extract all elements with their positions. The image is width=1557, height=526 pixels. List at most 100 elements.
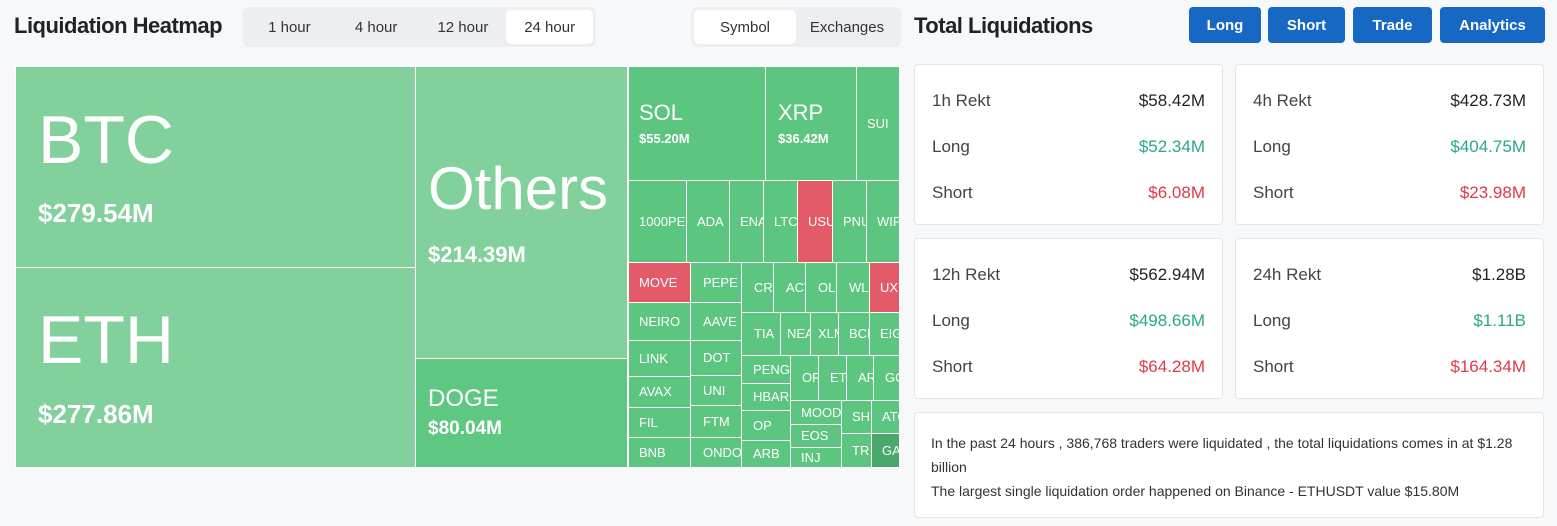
heatmap-tile[interactable]: ENA — [729, 180, 764, 263]
tile-label: FIL — [639, 414, 658, 430]
heatmap-tile[interactable]: EOS — [790, 424, 842, 448]
tile-label: GA — [882, 442, 900, 458]
heatmap-tile[interactable]: OP — [741, 410, 791, 441]
time-tab[interactable]: 4 hour — [354, 18, 398, 36]
heatmap-tile[interactable]: BCH — [838, 312, 870, 356]
heatmap-tile[interactable]: PNU — [832, 180, 867, 263]
heatmap-tile[interactable]: LTC — [763, 180, 798, 263]
tile-label: BCH — [849, 326, 869, 342]
card-row: 12h Rekt $562.94M — [932, 265, 1205, 285]
heatmap-tile[interactable]: GA — [871, 433, 900, 468]
heatmap-tile[interactable]: FIL — [628, 407, 691, 438]
tile-label: LINK — [639, 350, 668, 366]
view-tab[interactable]: Exchanges — [809, 18, 885, 36]
heatmap-tile[interactable]: NEA — [780, 312, 811, 356]
heatmap-tile[interactable]: USU — [797, 180, 833, 263]
heatmap-tile[interactable]: CRV — [741, 262, 774, 313]
tile-label: ENA — [740, 213, 763, 229]
heatmap-tile[interactable]: DOGE $80.04M — [415, 358, 628, 468]
tile-label: USU — [808, 213, 833, 229]
heatmap-tile[interactable]: Others $214.39M — [415, 66, 628, 359]
heatmap-tile[interactable]: PENG — [741, 355, 791, 384]
heatmap-tile[interactable]: BTC $279.54M — [15, 66, 416, 268]
card-row: Long $52.34M — [932, 137, 1205, 157]
card-row: 1h Rekt $58.42M — [932, 91, 1205, 111]
rekt-card: 12h Rekt $562.94M Long $498.66M Short $64.28M — [914, 238, 1223, 399]
heatmap-tile[interactable]: XRP $36.42M — [765, 66, 857, 181]
nav-button[interactable]: Long — [1189, 7, 1261, 43]
heatmap-tile[interactable]: GO — [873, 355, 900, 401]
heatmap-tile[interactable]: ONDO — [690, 437, 742, 468]
heatmap-tile[interactable]: MOVE — [628, 262, 691, 303]
tile-label: INJ — [801, 449, 821, 465]
heatmap-tile[interactable]: TR — [841, 433, 872, 468]
heatmap-tile[interactable]: BNB — [628, 437, 691, 468]
summary-title: Total Liquidations — [914, 13, 1093, 38]
heatmap-tile[interactable]: LINK — [628, 340, 691, 377]
heatmap-tile[interactable]: TIA — [741, 312, 781, 356]
tile-label: Others — [428, 155, 609, 222]
heatmap-tile[interactable]: AAVE — [690, 302, 742, 341]
time-tabs: 1 hour 4 hour 12 hour 24 hour — [243, 7, 596, 47]
heatmap-tile[interactable]: AR — [846, 355, 874, 401]
tile-label: LTC — [774, 213, 798, 229]
row-value: $562.94M — [1129, 265, 1205, 284]
tile-label: AVAX — [639, 384, 672, 400]
row-value: $404.75M — [1450, 137, 1526, 156]
heatmap-tile[interactable]: SH — [841, 400, 872, 434]
row-label: Short — [1253, 357, 1294, 376]
tile-label: OL — [818, 279, 836, 295]
nav-button[interactable]: Short — [1268, 7, 1345, 43]
nav-button[interactable]: Analytics — [1440, 7, 1545, 43]
heatmap-tile[interactable]: ETH $277.86M — [15, 267, 416, 468]
heatmap-tile[interactable]: ARB — [741, 440, 791, 468]
heatmap-tile[interactable]: FTM — [690, 405, 742, 438]
tile-label: DOGE — [428, 385, 499, 413]
time-tab[interactable]: 12 hour — [437, 18, 489, 36]
heatmap-tile[interactable]: ACT — [773, 262, 806, 313]
heatmap-tile[interactable]: HBAR — [741, 383, 791, 411]
tile-label: 1000PE — [639, 213, 686, 229]
tile-label: UNI — [703, 382, 726, 398]
heatmap-tile[interactable]: UNI — [690, 375, 742, 406]
heatmap-tile[interactable]: DOT — [690, 340, 742, 376]
heatmap-tile[interactable]: AVAX — [628, 376, 691, 408]
heatmap-tile[interactable]: UXL — [869, 262, 900, 313]
heatmap-tile[interactable]: ADA — [686, 180, 730, 263]
row-label: 24h Rekt — [1253, 265, 1322, 284]
view-tab[interactable]: Symbol — [694, 10, 796, 44]
tile-label: GO — [885, 370, 899, 386]
heatmap-tile[interactable]: WL — [836, 262, 870, 313]
heatmap-tile[interactable]: WIF — [866, 180, 900, 263]
row-value: $64.28M — [1138, 357, 1205, 376]
heatmap-tile[interactable]: ET — [818, 355, 847, 401]
tile-value: $80.04M — [428, 417, 502, 439]
nav-button[interactable]: Trade — [1353, 7, 1432, 43]
heatmap-tile[interactable]: MOOD — [790, 400, 842, 425]
heatmap-tile[interactable]: INJ — [790, 447, 842, 468]
heatmap-tile[interactable]: XLM — [810, 312, 839, 356]
row-value: $23.98M — [1459, 183, 1526, 202]
time-tab[interactable]: 1 hour — [268, 18, 311, 36]
heatmap-tile[interactable]: SOL $55.20M — [628, 66, 766, 181]
tile-label: HBAR — [753, 389, 790, 405]
heatmap-tile[interactable]: 1000PE — [628, 180, 687, 263]
row-label: Long — [1253, 137, 1291, 156]
row-label: Long — [1253, 311, 1291, 330]
heatmap-tile[interactable]: PEPE — [690, 262, 742, 303]
heatmap-tile[interactable]: OR — [790, 355, 819, 401]
tile-label: NEIRO — [639, 313, 681, 329]
time-tab[interactable]: 24 hour — [506, 10, 593, 44]
heatmap-tile[interactable]: EIG — [869, 312, 900, 356]
tile-value: $36.42M — [778, 130, 829, 146]
tile-label: BNB — [639, 444, 666, 460]
heatmap-tile[interactable]: OL — [805, 262, 837, 313]
tile-label: OP — [753, 417, 772, 433]
heatmap-tile[interactable]: SUI — [856, 66, 900, 181]
row-value: $6.08M — [1148, 183, 1205, 202]
row-label: 4h Rekt — [1253, 91, 1312, 110]
heatmap-tile[interactable]: ATO — [871, 400, 900, 434]
heatmap-tile[interactable]: NEIRO — [628, 302, 691, 341]
tile-label: ETH — [38, 302, 174, 379]
